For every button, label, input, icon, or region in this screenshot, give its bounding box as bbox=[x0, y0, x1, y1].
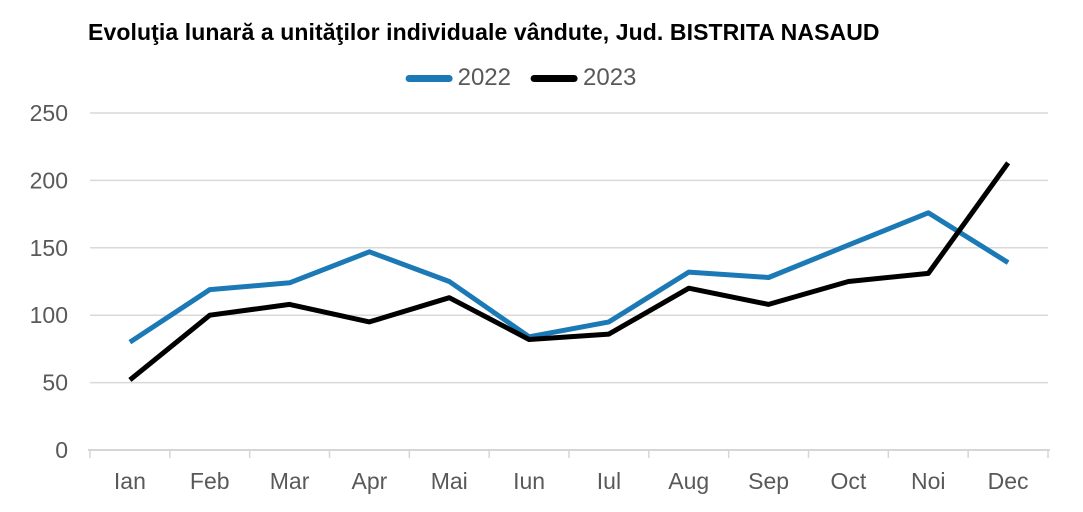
chart-title: Evoluţia lunară a unităţilor individuale… bbox=[88, 19, 880, 45]
x-axis-label: Noi bbox=[911, 468, 946, 494]
series-line-2022 bbox=[128, 210, 1010, 345]
legend-item-2022[interactable]: 2022 bbox=[405, 64, 511, 91]
y-axis-label: 0 bbox=[55, 437, 68, 463]
x-axis-label: Apr bbox=[352, 468, 388, 494]
y-axis-label: 150 bbox=[30, 235, 68, 261]
series-line-2023 bbox=[128, 161, 1011, 382]
legend-item-2023[interactable]: 2023 bbox=[531, 66, 636, 90]
x-axis-label: Oct bbox=[831, 468, 867, 494]
legend-swatch-2022-icon bbox=[405, 74, 453, 82]
y-axis-label: 50 bbox=[42, 370, 68, 396]
x-axis-label: Feb bbox=[190, 468, 230, 494]
x-axis-label: Sep bbox=[748, 468, 789, 494]
legend-label-2023: 2023 bbox=[583, 64, 637, 91]
x-axis-label: Aug bbox=[668, 468, 709, 494]
x-axis-label: Dec bbox=[988, 468, 1029, 494]
y-axis-label: 250 bbox=[30, 100, 68, 126]
legend-label-2022: 2022 bbox=[457, 64, 511, 91]
x-axis-label: Iun bbox=[513, 468, 545, 494]
legend-swatch-2023-icon bbox=[531, 74, 578, 82]
x-axis-label: Ian bbox=[114, 468, 146, 494]
x-axis-label: Iul bbox=[597, 468, 621, 494]
y-axis-label: 100 bbox=[30, 302, 68, 328]
y-axis-label: 200 bbox=[30, 167, 68, 193]
x-axis-label: Mai bbox=[431, 468, 468, 494]
x-axis-label: Mar bbox=[270, 468, 310, 494]
chart-legend: 2022 2023 bbox=[405, 64, 636, 91]
